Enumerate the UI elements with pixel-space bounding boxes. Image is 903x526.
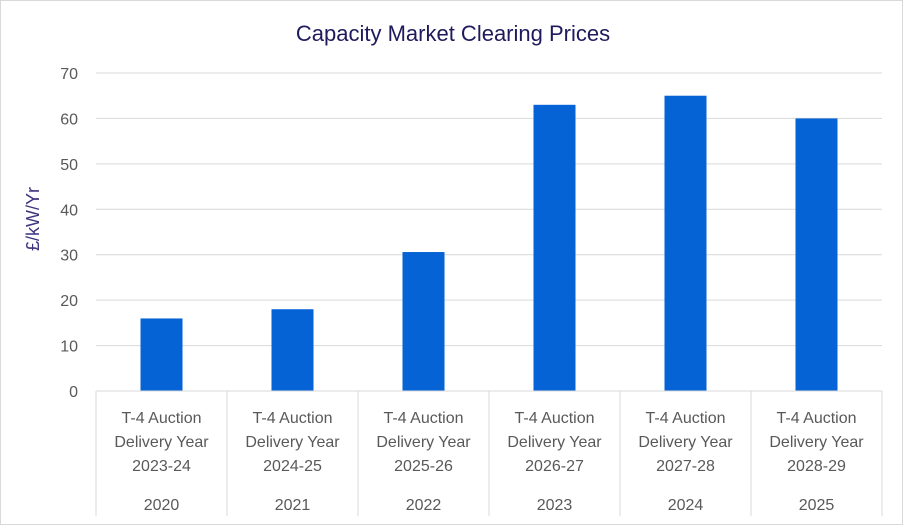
- y-tick-label: 20: [60, 293, 78, 310]
- x-axis: T-4 Auction Delivery Year 2023-24 2020 T-4 A…: [95, 390, 883, 516]
- bar: [795, 118, 838, 391]
- y-axis-label: £/kW/Yr: [23, 187, 43, 251]
- x-tick-label: Delivery Year: [507, 434, 602, 451]
- x-tick-label: Delivery Year: [114, 434, 209, 451]
- x-group-label: 2024: [668, 497, 704, 514]
- x-tick-label: 2026-27: [525, 458, 584, 475]
- bar: [533, 104, 576, 392]
- y-tick-label: 60: [60, 111, 78, 128]
- x-group-label: 2025: [799, 497, 835, 514]
- x-tick-label: Delivery Year: [245, 434, 340, 451]
- x-tick-label: 2028-29: [787, 458, 846, 475]
- x-tick-label: T-4 Auction: [252, 410, 332, 427]
- y-tick-label: 30: [60, 248, 78, 265]
- y-tick-label: 40: [60, 202, 78, 219]
- x-tick-label: T-4 Auction: [514, 410, 594, 427]
- y-tick-label: 50: [60, 157, 78, 174]
- bar: [402, 252, 445, 391]
- bar: [664, 95, 707, 391]
- x-group-label: 2020: [144, 497, 180, 514]
- x-tick-label: 2023-24: [132, 458, 191, 475]
- x-tick-label: T-4 Auction: [383, 410, 463, 427]
- x-tick-label: Delivery Year: [769, 434, 864, 451]
- x-group-label: 2022: [406, 497, 442, 514]
- x-tick-label: 2027-28: [656, 458, 715, 475]
- x-group-label: 2023: [537, 497, 573, 514]
- x-tick-label: Delivery Year: [638, 434, 733, 451]
- y-tick-label: 70: [60, 66, 78, 83]
- x-group-label: 2021: [275, 497, 311, 514]
- x-tick-label: T-4 Auction: [645, 410, 725, 427]
- y-tick-label: 10: [60, 339, 78, 356]
- bars: [140, 95, 838, 392]
- y-tick-label: 0: [69, 384, 78, 401]
- chart-title: Capacity Market Clearing Prices: [296, 21, 610, 46]
- x-tick-label: T-4 Auction: [121, 410, 201, 427]
- y-axis-ticks: 0 10 20 30 40 50 60 70: [60, 66, 78, 401]
- x-tick-label: 2025-26: [394, 458, 453, 475]
- bar: [140, 318, 183, 391]
- x-tick-label: 2024-25: [263, 458, 322, 475]
- x-tick-label: Delivery Year: [376, 434, 471, 451]
- x-tick-label: T-4 Auction: [776, 410, 856, 427]
- bar: [271, 309, 314, 391]
- gridlines: [96, 72, 882, 347]
